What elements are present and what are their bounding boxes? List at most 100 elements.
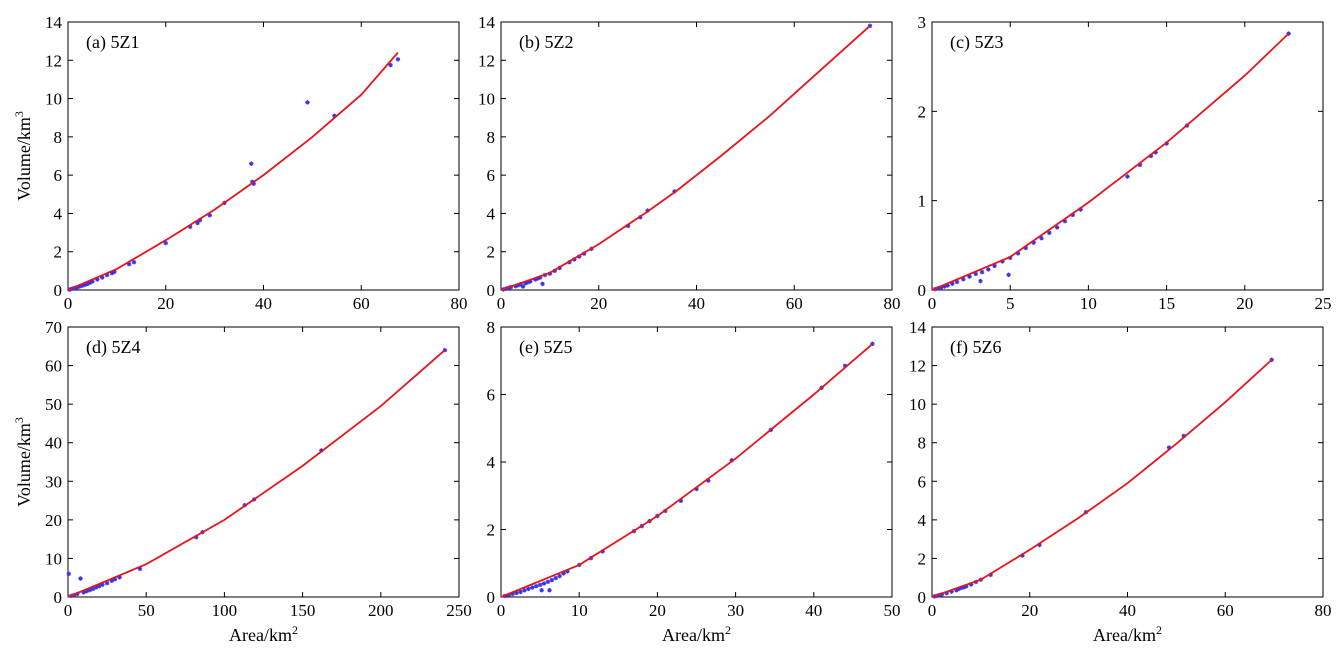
data-point xyxy=(526,586,531,592)
data-point xyxy=(1054,225,1060,230)
y-axis-label: Volume/km3 xyxy=(12,417,34,507)
data-point xyxy=(986,267,991,272)
x-axis-label-superscript: 2 xyxy=(725,623,731,637)
data-point xyxy=(520,284,526,289)
y-axis-label-superscript: 3 xyxy=(12,417,26,423)
fit-line xyxy=(500,343,874,598)
x-tick-label: 40 xyxy=(805,601,822,620)
y-tick-label: 0 xyxy=(487,281,496,300)
x-tick-label: 0 xyxy=(64,601,73,620)
fit-line xyxy=(500,25,871,291)
x-tick-label: 50 xyxy=(138,601,155,620)
y-tick-label: 3 xyxy=(918,13,927,32)
x-tick-label: 10 xyxy=(1080,294,1097,313)
chart-panel-4: 0 50 100 150 200 250 0 10 20 30 40 50 60 70 (d) 5Z4 Are… xyxy=(12,318,472,645)
x-axis-label-text: Area/km xyxy=(229,625,292,645)
x-tick-label: 60 xyxy=(1217,601,1234,620)
x-tick-label: 250 xyxy=(446,601,472,620)
y-tick-label: 8 xyxy=(54,128,63,147)
x-tick-label: 80 xyxy=(1315,601,1332,620)
data-point xyxy=(541,581,547,586)
y-tick-label: 14 xyxy=(45,13,63,32)
y-tick-label: 50 xyxy=(45,395,62,414)
y-tick-label: 10 xyxy=(45,549,62,568)
y-tick-label: 4 xyxy=(487,204,496,223)
y-tick-label: 40 xyxy=(45,434,62,453)
x-tick-label: 0 xyxy=(64,294,73,313)
y-tick-label: 2 xyxy=(918,549,927,568)
x-tick-label: 60 xyxy=(786,294,803,313)
y-tick-label: 0 xyxy=(918,281,927,300)
x-tick-label: 20 xyxy=(649,601,666,620)
y-tick-label: 10 xyxy=(478,90,495,109)
data-point xyxy=(522,588,527,593)
data-point xyxy=(545,579,551,585)
panel-title: (d) 5Z4 xyxy=(86,337,140,358)
plot-frame xyxy=(67,326,460,598)
y-tick-label: 30 xyxy=(45,472,62,491)
data-point xyxy=(530,585,535,590)
x-tick-label: 100 xyxy=(212,601,238,620)
y-tick-label: 8 xyxy=(918,434,927,453)
x-tick-label: 20 xyxy=(157,294,174,313)
data-point xyxy=(978,278,983,284)
data-point xyxy=(78,576,83,581)
x-tick-label: 0 xyxy=(497,294,506,313)
data-point xyxy=(540,281,545,287)
y-tick-label: 8 xyxy=(487,318,496,337)
y-tick-label: 0 xyxy=(487,588,496,607)
x-axis-label-superscript: 2 xyxy=(1156,623,1162,637)
x-tick-label: 20 xyxy=(1021,601,1038,620)
y-tick-label: 2 xyxy=(487,243,496,262)
y-tick-label: 2 xyxy=(487,521,496,540)
x-tick-label: 80 xyxy=(451,294,468,313)
y-tick-label: 10 xyxy=(909,395,926,414)
data-point xyxy=(557,573,562,579)
x-tick-label: 20 xyxy=(590,294,607,313)
data-point xyxy=(539,588,544,593)
x-axis-label-text: Area/km xyxy=(662,625,725,645)
plot-frame xyxy=(67,21,460,291)
x-axis-label: Area/km2 xyxy=(229,623,298,645)
panel-title: (e) 5Z5 xyxy=(519,337,572,358)
x-tick-label: 0 xyxy=(928,294,937,313)
x-tick-label: 60 xyxy=(353,294,370,313)
x-tick-label: 40 xyxy=(688,294,705,313)
y-tick-label: 20 xyxy=(45,511,62,530)
x-tick-label: 40 xyxy=(255,294,272,313)
y-tick-label: 14 xyxy=(909,318,927,337)
y-tick-label: 2 xyxy=(918,102,927,121)
data-point xyxy=(249,161,254,166)
chart-panel-2: 0 20 40 60 80 0 2 4 6 8 10 12 14 (b) 5Z2 xyxy=(478,13,901,313)
data-point xyxy=(388,62,393,68)
data-point xyxy=(533,584,539,589)
y-tick-label: 4 xyxy=(487,453,496,472)
y-tick-label: 70 xyxy=(45,318,62,337)
data-point xyxy=(549,577,555,583)
panel-title: (c) 5Z3 xyxy=(950,32,1003,53)
data-point xyxy=(537,582,543,588)
data-point xyxy=(547,588,552,593)
y-tick-label: 0 xyxy=(54,281,63,300)
x-tick-label: 200 xyxy=(368,601,394,620)
data-point xyxy=(395,57,401,62)
x-tick-label: 30 xyxy=(727,601,744,620)
data-point xyxy=(1125,174,1130,179)
x-axis-label: Area/km2 xyxy=(662,623,731,645)
fit-line xyxy=(931,359,1273,598)
y-tick-label: 60 xyxy=(45,357,62,376)
y-tick-label: 6 xyxy=(487,166,496,185)
chart-panel-1: 0 20 40 60 80 0 2 4 6 8 10 12 14 (a) 5Z1 Volume/km3 xyxy=(12,13,468,313)
y-axis-label: Volume/km3 xyxy=(12,111,34,201)
y-tick-label: 6 xyxy=(918,472,927,491)
y-tick-label: 12 xyxy=(909,357,926,376)
plot-frame xyxy=(500,326,893,598)
x-tick-label: 20 xyxy=(1236,294,1253,313)
x-axis-label-text: Area/km xyxy=(1093,625,1156,645)
x-tick-label: 0 xyxy=(497,601,506,620)
y-tick-label: 12 xyxy=(45,51,62,70)
y-tick-label: 6 xyxy=(487,386,496,405)
